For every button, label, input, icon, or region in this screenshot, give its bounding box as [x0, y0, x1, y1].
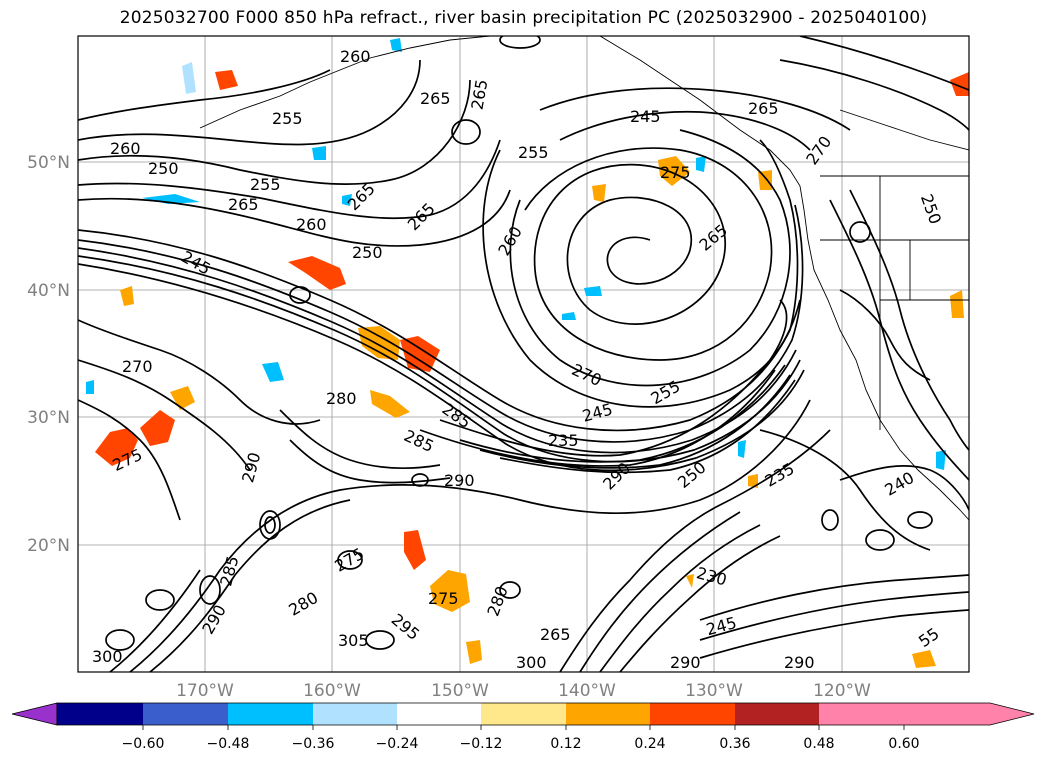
- contour-label: 305: [338, 631, 369, 650]
- lon-label: 150°W: [431, 681, 489, 701]
- contour-label: 275: [428, 589, 459, 608]
- lat-label: 40°N: [27, 281, 70, 301]
- contour-label: 250: [148, 159, 179, 178]
- colorbar-tick-label: 0.36: [719, 736, 750, 752]
- contour-label: 280: [326, 389, 357, 408]
- map-frame: [77, 35, 970, 673]
- lat-label: 30°N: [27, 408, 70, 428]
- contour-label: 275: [660, 163, 691, 182]
- refractivity-contours: [78, 36, 969, 672]
- contour-label: 260: [110, 139, 141, 158]
- lon-label: 130°W: [685, 681, 743, 701]
- colorbar-segment: [566, 703, 650, 725]
- contour-label: 265: [540, 625, 571, 644]
- lon-label: 160°W: [303, 681, 361, 701]
- lon-label: 120°W: [813, 681, 871, 701]
- contour-label: 290: [784, 653, 815, 672]
- contour-label: 270: [122, 357, 153, 376]
- colorbar-tick-label: 0.60: [888, 736, 919, 752]
- contour-label: 245: [630, 107, 661, 126]
- map-panel: 260 265 265 255 260 250 255 265 265 265 …: [78, 36, 969, 672]
- colorbar-tick-label: −0.36: [292, 736, 335, 752]
- contour-label: 290: [444, 471, 475, 490]
- colorbar-segment: [650, 703, 735, 725]
- colorbar-segment: [143, 703, 228, 725]
- colorbar: −0.60 −0.48 −0.36 −0.24 −0.12 0.12 0.24 …: [11, 702, 1035, 752]
- lon-label: 140°W: [558, 681, 616, 701]
- lon-axis-labels: 170°W 160°W 150°W 140°W 130°W 120°W: [176, 681, 871, 701]
- colorbar-right-extension: [904, 703, 1034, 725]
- colorbar-tick-label: −0.24: [376, 736, 419, 752]
- contour-label: 265: [228, 195, 259, 214]
- colorbar-segment: [228, 703, 313, 725]
- lat-label: 50°N: [27, 153, 70, 173]
- colorbar-segment: [397, 703, 481, 725]
- colorbar-tick-label: −0.60: [122, 736, 165, 752]
- contour-label: 265: [748, 99, 779, 118]
- colorbar-tick-label: 0.24: [634, 736, 665, 752]
- colorbar-tick-label: 0.12: [550, 736, 581, 752]
- contour-label: 290: [670, 653, 701, 672]
- contour-label: 300: [516, 653, 547, 672]
- contour-label: 260: [340, 47, 371, 66]
- contour-label: 265: [420, 89, 451, 108]
- colorbar-tick-label: −0.48: [207, 736, 250, 752]
- colorbar-segment: [819, 703, 904, 725]
- contour-label: 235: [548, 431, 579, 450]
- map-title: 2025032700 F000 850 hPa refract., river …: [119, 8, 928, 28]
- colorbar-segment: [313, 703, 397, 725]
- contour-label: 255: [250, 175, 281, 194]
- colorbar-segment: [735, 703, 819, 725]
- contour-label: 255: [272, 109, 303, 128]
- contour-label: 300: [92, 647, 123, 666]
- lat-axis-labels: 50°N 40°N 30°N 20°N: [27, 153, 70, 556]
- contour-label: 255: [518, 143, 549, 162]
- colorbar-tick-label: −0.12: [460, 736, 503, 752]
- contour-label: 250: [352, 243, 383, 262]
- lon-label: 170°W: [176, 681, 234, 701]
- colorbar-segment: [481, 703, 566, 725]
- lat-label: 20°N: [27, 536, 70, 556]
- colorbar-left-extension: [11, 702, 58, 726]
- contour-label: 260: [296, 215, 327, 234]
- colorbar-tick-label: 0.48: [803, 736, 834, 752]
- coastlines: [199, 36, 969, 521]
- precip-shading: [86, 38, 969, 668]
- colorbar-segment: [57, 703, 143, 725]
